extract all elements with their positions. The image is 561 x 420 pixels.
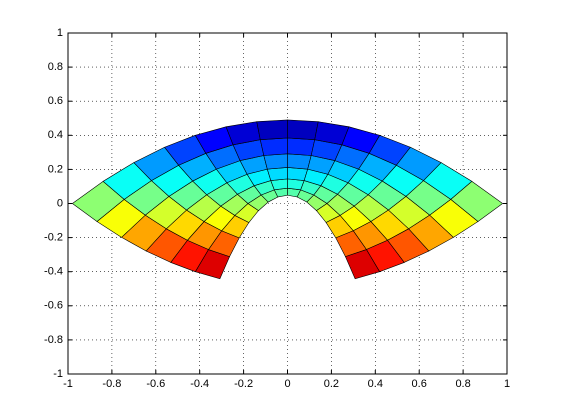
x-tick-label: 1 — [504, 378, 510, 390]
surface-cell — [287, 119, 319, 140]
x-tick-label: -1 — [63, 378, 73, 390]
x-tick-label: 0.4 — [368, 378, 383, 390]
y-tick-label: 0.4 — [48, 129, 63, 141]
y-tick-label: -0.6 — [44, 300, 63, 312]
surface-cell — [287, 137, 316, 156]
x-tick-label: -0.4 — [190, 378, 209, 390]
y-tick-label: -1 — [53, 368, 63, 380]
x-tick-label: -0.2 — [234, 378, 253, 390]
x-tick-label: 0 — [284, 378, 290, 390]
y-tick-label: -0.2 — [44, 232, 63, 244]
y-tick-label: 0 — [57, 197, 63, 209]
x-tick-label: -0.8 — [102, 378, 121, 390]
surface-cell — [450, 180, 504, 222]
surface — [71, 119, 504, 280]
surface-cell — [263, 153, 288, 170]
surface-cell — [256, 119, 288, 140]
x-tick-label: 0.6 — [412, 378, 427, 390]
y-tick-label: -0.4 — [44, 266, 63, 278]
x-tick-label: 0.2 — [324, 378, 339, 390]
surface-cell — [287, 153, 312, 170]
x-tick-label: -0.6 — [146, 378, 165, 390]
surface-cell — [266, 167, 288, 181]
y-tick-label: -0.8 — [44, 334, 63, 346]
y-tick-label: 0.6 — [48, 95, 63, 107]
ticks: -1 -0.8 -0.6 -0.4 -0.2 0 0.2 0.4 0.6 0.8 1 -1 -0.8 -0… — [44, 27, 510, 390]
surface-cell — [259, 137, 288, 156]
y-tick-label: 1 — [57, 27, 63, 39]
y-tick-label: 0.8 — [48, 61, 63, 73]
x-tick-label: 0.8 — [455, 378, 470, 390]
y-tick-label: 0.2 — [48, 163, 63, 175]
